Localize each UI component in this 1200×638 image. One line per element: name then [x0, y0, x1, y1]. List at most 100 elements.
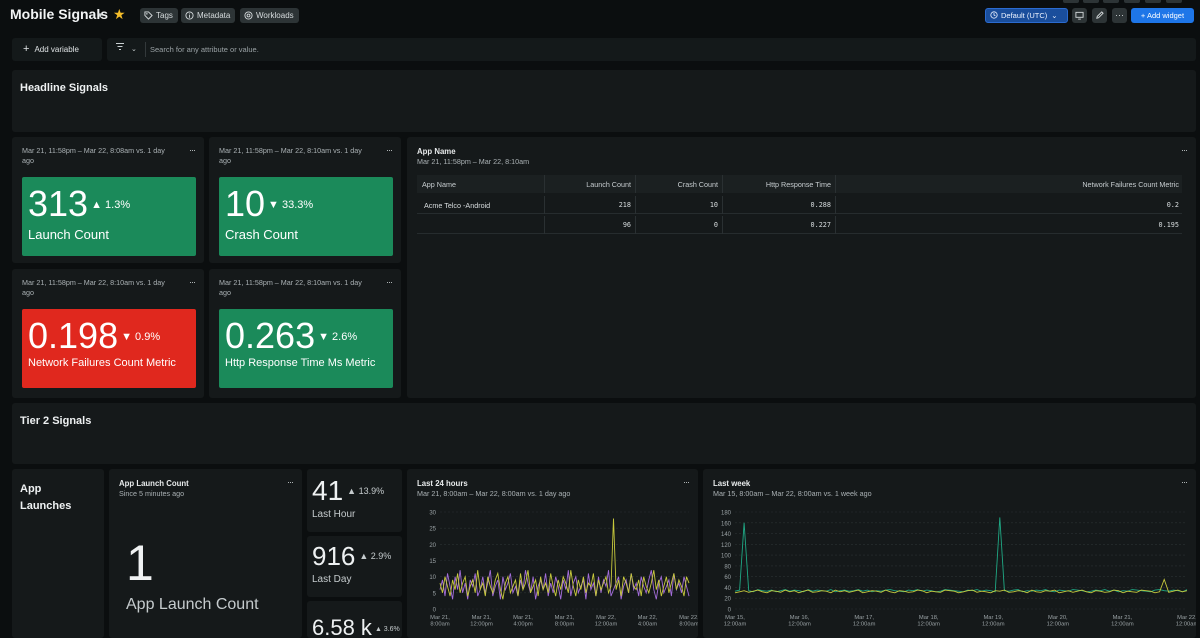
info-icon	[185, 11, 194, 20]
panel-time-range: Mar 21, 11:58pm – Mar 22, 8:08am vs. 1 d…	[22, 146, 165, 165]
y-tick-label: 60	[724, 575, 731, 581]
y-tick-label: 180	[721, 511, 732, 517]
column-header[interactable]: Launch Count	[586, 180, 631, 189]
billboard-small-panel: 916 ▲ 2.9% Last Day	[307, 536, 402, 597]
tv-mode-button[interactable]	[1072, 8, 1087, 23]
line-chart[interactable]: 0 20 40 60 80 100 120 140 160 180 Mar 15, 12:00am Ma…	[703, 469, 1196, 638]
divider	[722, 216, 723, 234]
section-heading: App Launches	[20, 483, 72, 512]
toolbar-stub	[1063, 0, 1079, 3]
more-icon[interactable]: ···	[1181, 145, 1188, 155]
x-tick-label: Mar 21, 8:00pm	[555, 615, 575, 628]
table-row[interactable]: 96 0 0.227 0.195	[417, 216, 1182, 234]
tags-button[interactable]: Tags	[140, 8, 178, 23]
series-line[interactable]	[734, 517, 1188, 593]
clock-icon	[990, 11, 998, 19]
timezone-picker[interactable]: Default (UTC) ⌄	[985, 8, 1068, 23]
search-input[interactable]: Search for any attribute or value.	[150, 45, 259, 54]
x-tick-label: Mar 16, 12:00am	[788, 615, 811, 628]
add-widget-button[interactable]: + Add widget	[1131, 8, 1194, 23]
billboard-label: Last Day	[312, 574, 352, 585]
y-tick-label: 80	[724, 564, 731, 570]
y-tick-label: 30	[429, 511, 436, 517]
more-icon[interactable]: ···	[287, 477, 294, 487]
y-tick-label: 140	[721, 532, 732, 538]
favorite-star-icon[interactable]: ★	[113, 6, 126, 22]
divider	[544, 216, 545, 234]
metadata-label: Metadata	[197, 11, 231, 20]
chevron-down-icon: ⌄	[1051, 11, 1058, 20]
line-chart[interactable]: 0 5 10 15 20 25 30 Mar 21, 8:00am Mar 21, 12:00pm M…	[407, 469, 698, 638]
more-icon[interactable]: ···	[189, 277, 196, 287]
y-tick-label: 0	[728, 608, 732, 614]
edit-button[interactable]	[1092, 8, 1107, 23]
billboard-label: Http Response Time Ms Metric	[225, 357, 376, 369]
table-row[interactable]: Acme Telco -Android 218 10 0.288 0.2	[417, 196, 1182, 214]
filter-search-bar[interactable]: ⌄ Search for any attribute or value.	[107, 38, 1196, 61]
y-tick-label: 120	[721, 543, 732, 549]
column-header[interactable]: Network Failures Count Metric	[1082, 180, 1179, 189]
workloads-button[interactable]: Workloads	[240, 8, 299, 23]
panel-time-range: Since 5 minutes ago	[119, 489, 185, 498]
panel-time-range: Mar 21, 11:58pm – Mar 22, 8:10am vs. 1 d…	[22, 278, 165, 297]
y-tick-label: 15	[429, 559, 436, 565]
more-icon[interactable]: ···	[386, 277, 393, 287]
divider	[544, 175, 545, 193]
chart-title: Last week	[713, 479, 751, 488]
more-icon[interactable]: ···	[189, 145, 196, 155]
column-header[interactable]: Crash Count	[677, 180, 718, 189]
app-launches-markdown-panel: App Launches	[12, 469, 104, 638]
billboard-small-panel: 6.58 k ▲ 3.6%	[307, 601, 402, 638]
table-header: App Name Launch Count Crash Count Http R…	[417, 175, 1182, 193]
billboard-value: 10	[225, 183, 266, 224]
toolbar-stub	[1103, 0, 1119, 3]
y-tick-label: 25	[429, 527, 436, 533]
column-header[interactable]: App Name	[422, 180, 456, 189]
top-bar: Mobile Signals ▾ ★ Tags Metadata Workloa…	[0, 0, 1200, 32]
column-header[interactable]: Http Response Time	[765, 180, 831, 189]
last-24-hours-chart-panel: Last 24 hours Mar 21, 8:00am – Mar 22, 8…	[407, 469, 698, 638]
billboard-change: ▲ 1.3%	[91, 199, 131, 211]
billboard-change: ▲ 13.9%	[347, 486, 385, 496]
series-line[interactable]	[734, 578, 1188, 594]
divider	[544, 196, 545, 214]
more-options-button[interactable]: ···	[1112, 8, 1127, 23]
x-tick-label: Mar 22, 12:00am	[595, 615, 618, 628]
billboard-value: 916	[312, 541, 356, 571]
series-line[interactable]	[439, 570, 690, 600]
divider	[835, 216, 836, 234]
headline-section: Headline Signals	[12, 70, 1196, 132]
series-line[interactable]	[439, 518, 690, 600]
billboard-label: Last Hour	[312, 509, 356, 520]
divider	[635, 196, 636, 214]
section-title: Headline Signals	[20, 82, 109, 94]
metadata-button[interactable]: Metadata	[181, 8, 236, 23]
last-week-chart-panel: Last week Mar 15, 8:00am – Mar 22, 8:00a…	[703, 469, 1196, 638]
toolbar-stub	[1124, 0, 1140, 3]
panel-time-range: Mar 21, 11:58pm – Mar 22, 8:10am vs. 1 d…	[219, 146, 362, 165]
billboard-value: 41	[312, 475, 344, 506]
table-cell: 0.2	[1166, 201, 1179, 209]
workloads-label: Workloads	[256, 11, 294, 20]
y-tick-label: 0	[433, 608, 437, 614]
divider	[722, 175, 723, 193]
chevron-down-icon[interactable]: ▾	[98, 10, 103, 20]
add-variable-button[interactable]: + Add variable	[12, 38, 102, 61]
chart-subtitle: Mar 21, 8:00am – Mar 22, 8:00am vs. 1 da…	[417, 489, 571, 498]
dashboard-title[interactable]: Mobile Signals	[10, 6, 109, 22]
workloads-icon	[244, 11, 253, 20]
more-icon[interactable]: ···	[683, 477, 690, 487]
tags-label: Tags	[156, 11, 173, 20]
chevron-down-icon: ⌄	[131, 46, 137, 53]
pencil-icon	[1096, 11, 1104, 19]
billboard-value: 0.198	[28, 315, 119, 356]
billboard-change: ▼ 2.6%	[318, 331, 358, 343]
more-icon[interactable]: ···	[386, 145, 393, 155]
filter-icon[interactable]: ⌄	[115, 42, 137, 53]
billboard-tile: 0.263 ▼ 2.6% Http Response Time Ms Metric	[219, 309, 393, 388]
toolbar-stub	[1166, 0, 1182, 3]
divider	[835, 175, 836, 193]
table-cell: Acme Telco -Android	[424, 201, 491, 210]
panel-time-range: Mar 21, 11:58pm – Mar 22, 8:10am	[417, 157, 530, 166]
more-icon[interactable]: ···	[1181, 477, 1188, 487]
